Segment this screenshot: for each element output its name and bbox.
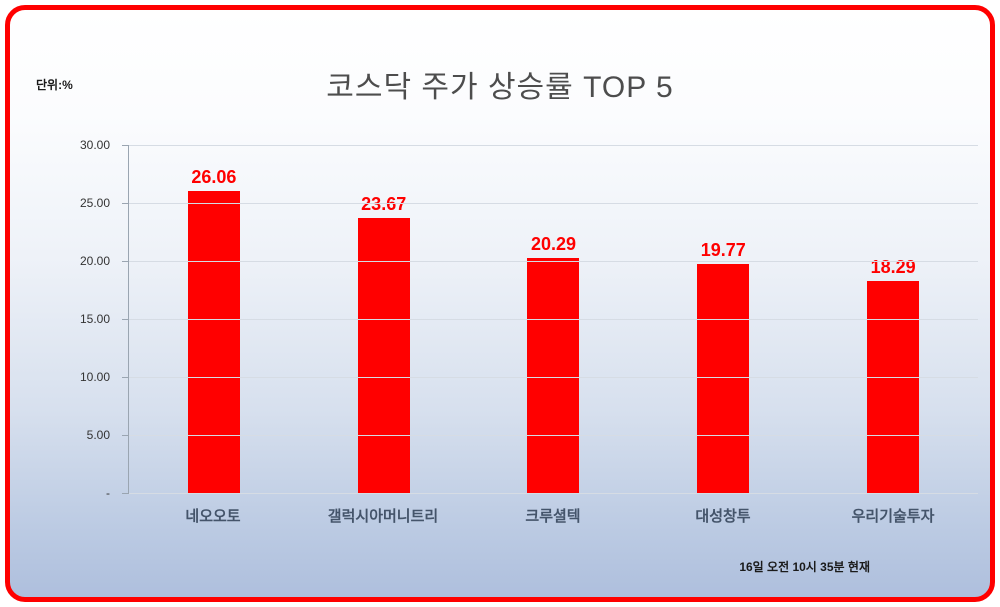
category-label: 대성창투 [695,508,751,525]
y-axis-tick-mark [122,493,129,494]
y-axis-tick-label: 5.00 [86,428,110,442]
gridline [129,145,978,146]
y-axis-labels: 30.00 25.00 20.00 15.00 10.00 5.00 - [10,138,110,500]
bar-slot: 18.29 [808,145,978,493]
category-label: 네오오토 [185,508,241,525]
bar [697,263,750,493]
y-axis-tick-label: 30.00 [79,138,110,152]
y-axis-tick-mark [122,261,129,262]
y-axis-tick-label: 10.00 [79,370,110,384]
y-axis-tick-mark [122,435,129,436]
category-label: 우리기술투자 [851,508,935,525]
bar [187,190,240,493]
bar-value-label: 20.29 [530,233,577,254]
chart-frame: 단위:% 코스닥 주가 상승률 TOP 5 30.00 25.00 20.00 15.… [5,5,995,602]
gridline [129,377,978,378]
y-axis-tick-mark [122,377,129,378]
bar-series: 26.06 23.67 20.29 19.77 18.29 [129,145,978,493]
bar-slot: 20.29 [469,145,639,493]
gridline [129,261,978,262]
bar [867,280,920,493]
y-axis-tick-mark [122,319,129,320]
bar-slot: 26.06 [129,145,299,493]
y-axis-tick-label: 25.00 [79,196,110,210]
y-axis-tick-mark [122,145,129,146]
bar-value-label: 19.77 [700,239,746,260]
footnote-timestamp: 16일 오전 10시 35분 현재 [739,560,870,574]
x-axis-labels: 네오오토 갤럭시아머니트리 크루셜텍 대성창투 우리기술투자 [128,505,978,526]
gridline [129,319,978,320]
category-label: 크루셜텍 [525,508,581,525]
bar-value-label: 23.67 [361,194,407,215]
bar [527,257,580,493]
category-label: 갤럭시아머니트리 [327,508,439,525]
gridline [129,493,978,494]
y-axis-tick-label: 20.00 [79,254,110,268]
chart-title: 코스닥 주가 상승률 TOP 5 [326,71,674,104]
y-axis-tick-mark [122,203,129,204]
bar-value-label: 18.29 [870,256,916,277]
y-axis-tick-label: 15.00 [79,312,110,326]
y-axis-tick-label: - [106,486,110,500]
bar-slot: 19.77 [638,145,808,493]
gridline [129,203,978,204]
bar [357,218,410,493]
bar-value-label: 26.06 [191,166,237,187]
bar-slot: 23.67 [299,145,469,493]
plot-area: 26.06 23.67 20.29 19.77 18.29 [122,145,978,494]
unit-label: 단위:% [36,78,73,92]
gridline [129,435,978,436]
